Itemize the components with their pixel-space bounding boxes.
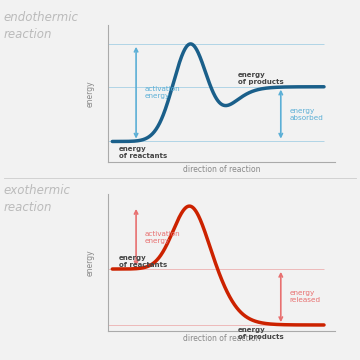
Text: activation
energy: activation energy: [145, 231, 180, 244]
Text: energy
of products: energy of products: [238, 328, 283, 341]
Text: energy: energy: [85, 249, 94, 276]
Text: energy
of reactants: energy of reactants: [119, 255, 167, 268]
X-axis label: direction of reaction: direction of reaction: [183, 165, 260, 174]
X-axis label: direction of reaction: direction of reaction: [183, 334, 260, 343]
Text: exothermic
reaction: exothermic reaction: [4, 184, 71, 213]
Text: energy
released: energy released: [289, 291, 320, 303]
Text: energy: energy: [85, 80, 94, 107]
Text: activation
energy: activation energy: [145, 86, 180, 99]
Text: energy
absorbed: energy absorbed: [289, 108, 323, 121]
Text: energy
of reactants: energy of reactants: [119, 145, 167, 158]
Text: endothermic
reaction: endothermic reaction: [4, 11, 78, 41]
Text: energy
of products: energy of products: [238, 72, 283, 85]
